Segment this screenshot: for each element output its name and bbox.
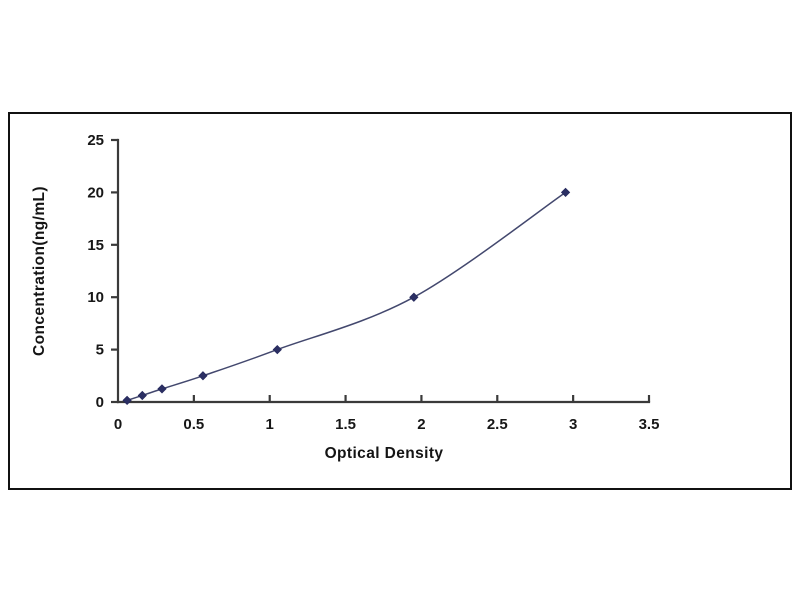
y-tick-label: 25 <box>87 132 104 149</box>
y-tick-label: 20 <box>87 184 104 201</box>
data-point-marker <box>409 292 419 302</box>
y-tick-label: 0 <box>96 394 104 411</box>
y-axis-group: 0 5 10 15 20 25 <box>87 132 120 411</box>
x-tick-label: 0.5 <box>183 416 204 433</box>
chart-frame: 0 5 10 15 20 25 0 0.5 1 1.5 2 2.5 3 3.5 Concentratio… <box>8 112 792 490</box>
series-group <box>122 187 571 405</box>
series-line <box>126 191 566 402</box>
x-tick-group <box>192 395 651 402</box>
x-axis-group: 0 0.5 1 1.5 2 2.5 3 3.5 <box>114 395 660 433</box>
data-point-marker <box>198 371 208 381</box>
y-tick-group <box>111 138 118 404</box>
series-marker-group <box>122 187 571 405</box>
data-point-marker <box>137 390 147 401</box>
x-tick-label-group: 0 0.5 1 1.5 2 2.5 3 3.5 <box>114 416 660 433</box>
x-tick-label: 2.5 <box>487 416 508 433</box>
data-point-marker <box>560 187 571 198</box>
y-axis-title: Concentration(ng/mL) <box>31 186 48 356</box>
x-tick-label: 0 <box>114 416 122 433</box>
x-axis-title: Optical Density <box>325 445 444 462</box>
y-tick-label-group: 0 5 10 15 20 25 <box>87 132 104 411</box>
y-tick-label: 10 <box>87 289 104 306</box>
standard-curve-chart: 0 5 10 15 20 25 0 0.5 1 1.5 2 2.5 3 3.5 Concentratio… <box>31 132 660 462</box>
x-tick-label: 3 <box>569 416 577 433</box>
data-point-marker <box>122 395 132 405</box>
x-tick-label: 1 <box>266 416 274 433</box>
x-tick-label: 2 <box>417 416 425 433</box>
x-tick-label: 1.5 <box>335 416 356 433</box>
data-point-marker <box>272 344 282 355</box>
data-point-marker <box>157 384 167 394</box>
x-tick-label: 3.5 <box>639 416 660 433</box>
y-tick-label: 5 <box>96 342 104 359</box>
y-tick-label: 15 <box>87 237 104 254</box>
